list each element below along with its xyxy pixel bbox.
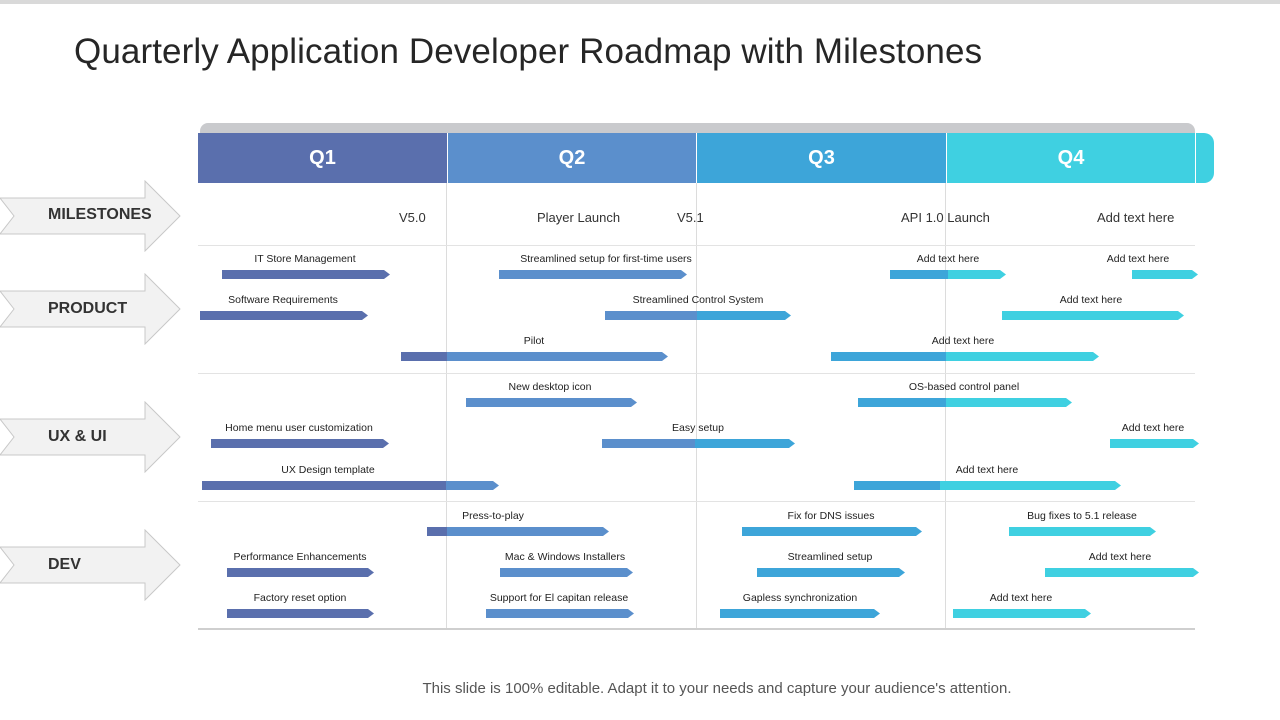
task-bar bbox=[427, 527, 609, 536]
grid-divider-q2-q3 bbox=[696, 183, 697, 629]
task-bar bbox=[227, 568, 374, 577]
task-bar bbox=[486, 609, 634, 618]
task-bar bbox=[401, 352, 668, 361]
task-bar bbox=[211, 439, 389, 448]
task-bar bbox=[1045, 568, 1199, 577]
task-label: Fix for DNS issues bbox=[787, 510, 875, 522]
task-label: Streamlined setup bbox=[787, 551, 873, 563]
task-bar bbox=[602, 439, 795, 448]
page-title: Quarterly Application Developer Roadmap … bbox=[74, 32, 983, 71]
milestone-api-launch: API 1.0 Launch bbox=[901, 210, 990, 225]
task-bar bbox=[831, 352, 1099, 361]
task-bar bbox=[720, 609, 880, 618]
task-label: IT Store Management bbox=[254, 253, 356, 265]
task-bar bbox=[854, 481, 1121, 490]
task-label: Gapless synchronization bbox=[742, 592, 858, 604]
row-label-ux-ui: UX & UI bbox=[0, 401, 181, 473]
milestone-v5-0: V5.0 bbox=[399, 210, 426, 225]
task-label: Add text here bbox=[916, 253, 980, 265]
task-label: Easy setup bbox=[672, 422, 724, 434]
row-divider-2 bbox=[198, 373, 1195, 374]
task-label: Add text here bbox=[1088, 551, 1152, 563]
task-label: Streamlined setup for first-time users bbox=[520, 253, 692, 265]
milestone-player-launch: Player Launch bbox=[537, 210, 621, 225]
task-bar bbox=[1110, 439, 1199, 448]
task-bar bbox=[222, 270, 390, 279]
task-label: Pilot bbox=[523, 335, 545, 347]
task-bar bbox=[200, 311, 368, 320]
task-label: Add text here bbox=[989, 592, 1053, 604]
task-bar bbox=[742, 527, 922, 536]
task-label: Support for El capitan release bbox=[489, 592, 629, 604]
quarter-header-q1: Q1 bbox=[198, 133, 447, 183]
task-bar bbox=[499, 270, 687, 279]
task-label: Press-to-play bbox=[462, 510, 524, 522]
task-bar bbox=[500, 568, 633, 577]
quarter-header-q4: Q4 bbox=[946, 133, 1196, 183]
row-label-dev: DEV bbox=[0, 529, 181, 601]
row-arrow-shape bbox=[0, 401, 181, 473]
task-label: Add text here bbox=[931, 335, 995, 347]
task-bar bbox=[227, 609, 374, 618]
row-label-text: PRODUCT bbox=[48, 300, 128, 317]
quarter-header-q2: Q2 bbox=[447, 133, 696, 183]
task-label: Factory reset option bbox=[253, 592, 347, 604]
task-bar bbox=[757, 568, 905, 577]
task-label: Add text here bbox=[1059, 294, 1123, 306]
task-label: Add text here bbox=[955, 464, 1019, 476]
row-label-text: MILESTONES bbox=[48, 206, 152, 223]
top-border bbox=[0, 0, 1280, 4]
row-label-text: UX & UI bbox=[48, 428, 107, 445]
task-label: OS-based control panel bbox=[908, 381, 1020, 393]
task-bar bbox=[953, 609, 1091, 618]
task-label: Add text here bbox=[1121, 422, 1185, 434]
task-bar bbox=[890, 270, 1006, 279]
milestone-v5-1: V5.1 bbox=[677, 210, 704, 225]
task-label: Bug fixes to 5.1 release bbox=[1027, 510, 1137, 522]
task-label: Software Requirements bbox=[228, 294, 338, 306]
row-label-text: DEV bbox=[48, 556, 81, 573]
task-label: Streamlined Control System bbox=[632, 294, 764, 306]
row-divider-3 bbox=[198, 501, 1195, 502]
task-bar bbox=[1009, 527, 1156, 536]
task-bar bbox=[202, 481, 499, 490]
task-label: Add text here bbox=[1106, 253, 1170, 265]
task-label: Home menu user customization bbox=[225, 422, 373, 434]
row-label-product: PRODUCT bbox=[0, 273, 181, 345]
task-bar bbox=[466, 398, 637, 407]
task-bar bbox=[1002, 311, 1184, 320]
row-label-milestones: MILESTONES bbox=[0, 180, 181, 252]
footer-note: This slide is 100% editable. Adapt it to… bbox=[422, 680, 1012, 697]
milestone-add-text: Add text here bbox=[1097, 210, 1175, 225]
task-label: Performance Enhancements bbox=[233, 551, 367, 563]
row-divider-1 bbox=[198, 245, 1195, 246]
task-bar bbox=[605, 311, 791, 320]
bottom-border bbox=[198, 628, 1195, 630]
quarter-header-q3: Q3 bbox=[696, 133, 946, 183]
grid-divider-q1-q2 bbox=[446, 183, 447, 629]
row-arrow-shape bbox=[0, 180, 181, 252]
task-label: UX Design template bbox=[281, 464, 375, 476]
task-label: New desktop icon bbox=[508, 381, 592, 393]
task-bar bbox=[1132, 270, 1198, 279]
task-bar bbox=[858, 398, 1072, 407]
row-arrow-shape bbox=[0, 273, 181, 345]
row-arrow-shape bbox=[0, 529, 181, 601]
task-label: Mac & Windows Installers bbox=[504, 551, 626, 563]
